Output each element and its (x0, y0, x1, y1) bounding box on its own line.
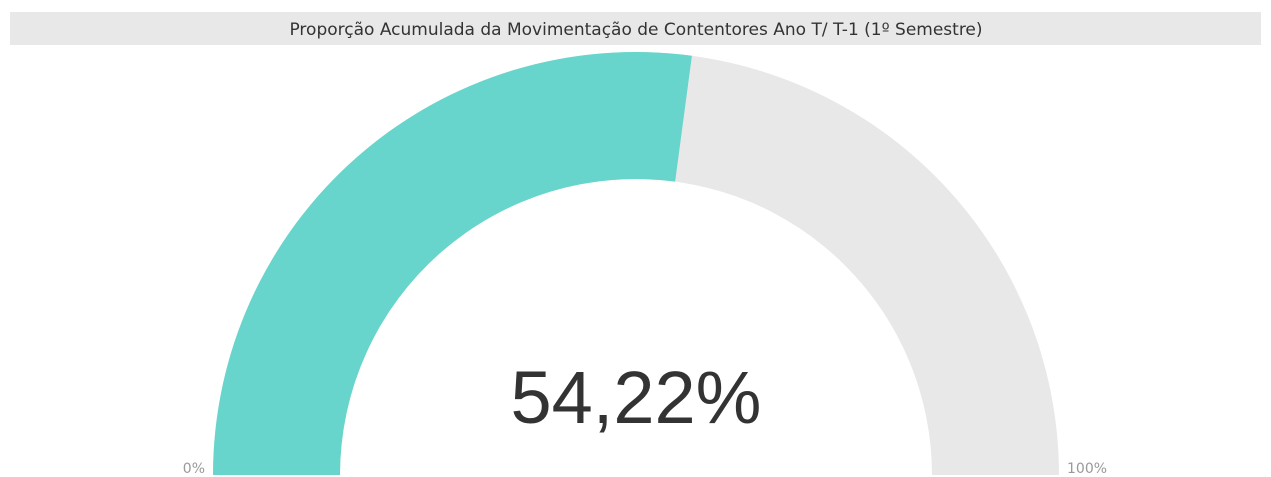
gauge-value (213, 52, 692, 475)
value-label: 54,22% (511, 356, 762, 439)
title-bar (10, 12, 1261, 45)
chart-title: Proporção Acumulada da Movimentação de C… (289, 20, 982, 40)
tick-label: 0% (183, 461, 205, 477)
tick-label: 100% (1067, 461, 1107, 477)
